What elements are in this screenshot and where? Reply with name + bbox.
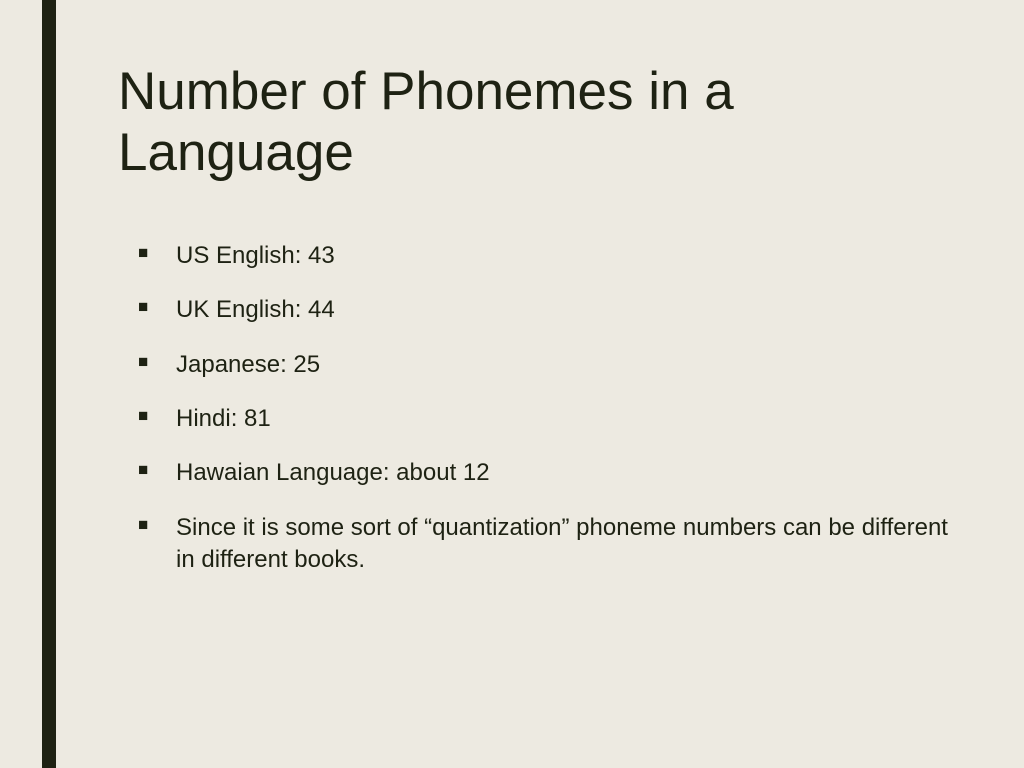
bullet-item: UK English: 44 [138,294,964,326]
bullet-list: US English: 43 UK English: 44 Japanese: … [118,240,964,577]
bullet-item: Hindi: 81 [138,403,964,435]
slide-content: Number of Phonemes in a Language US Engl… [118,62,964,599]
bullet-item: Hawaian Language: about 12 [138,457,964,489]
bullet-item: Japanese: 25 [138,349,964,381]
bullet-item: Since it is some sort of “quantization” … [138,512,964,577]
slide-title: Number of Phonemes in a Language [118,62,964,184]
accent-bar [42,0,56,768]
bullet-item: US English: 43 [138,240,964,272]
